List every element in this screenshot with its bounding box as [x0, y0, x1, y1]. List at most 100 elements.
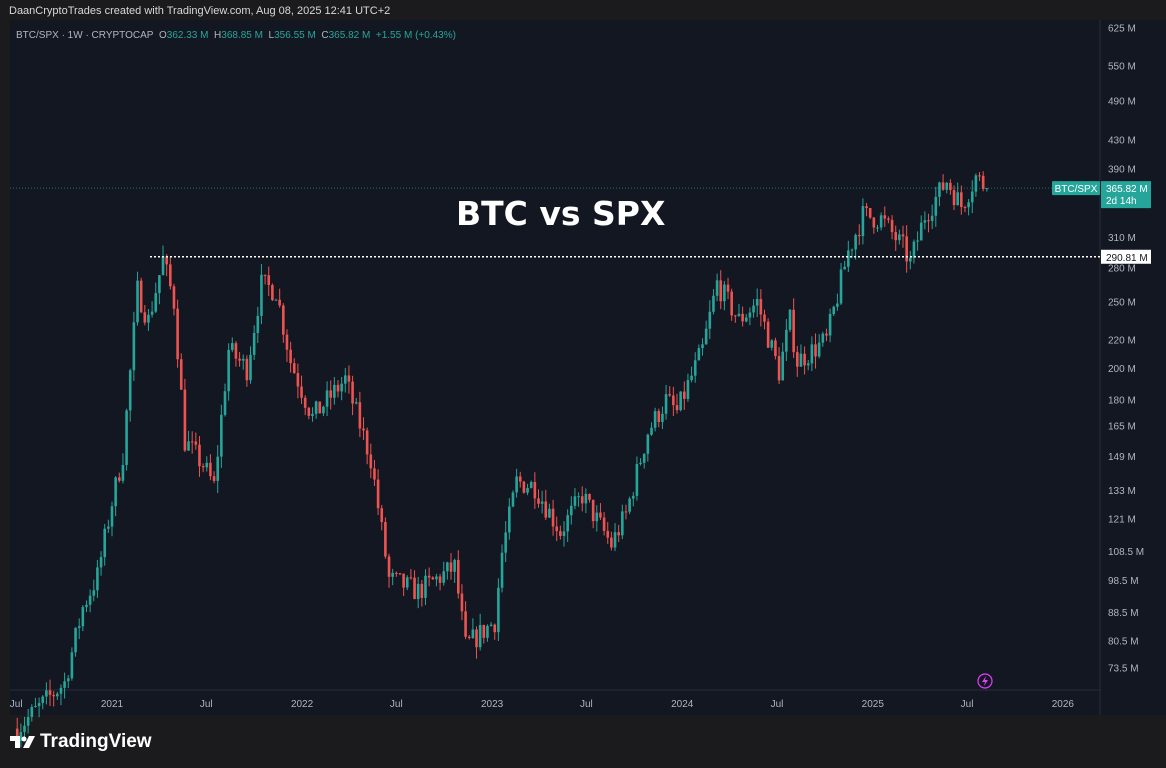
candle-body — [737, 313, 741, 316]
bar-countdown: 2d 14h — [1106, 196, 1137, 207]
candle-body — [37, 703, 41, 707]
price-axis[interactable] — [1100, 20, 1166, 715]
time-tick-label: 2026 — [1052, 699, 1075, 710]
candle-body — [212, 476, 216, 481]
candle-body — [318, 401, 322, 414]
candle-body — [358, 402, 362, 429]
candle-body — [719, 280, 723, 302]
time-tick-label: Jul — [390, 699, 403, 710]
price-tick-label: 73.5 M — [1108, 663, 1139, 674]
candle-body — [522, 481, 526, 493]
candle-body — [562, 531, 566, 536]
candle-body — [847, 250, 850, 267]
candle-body — [806, 363, 810, 366]
candle-body — [201, 466, 205, 468]
candle-body — [198, 444, 201, 467]
candle-body — [245, 358, 249, 381]
candle-body — [227, 349, 230, 392]
candle-body — [435, 576, 438, 580]
candle-body — [172, 286, 176, 309]
time-tick-label: Jul — [10, 699, 23, 710]
candle-body — [271, 284, 274, 301]
time-tick-label: Jul — [771, 699, 784, 710]
price-tick-label: 88.5 M — [1108, 608, 1139, 619]
candle-body — [686, 380, 690, 399]
candle-body — [48, 690, 52, 695]
candle-body — [540, 501, 544, 504]
candle-body — [682, 391, 686, 399]
candle-body — [693, 360, 697, 376]
time-tick-label: 2023 — [481, 699, 504, 710]
level-price-label: 290.81 M — [1106, 253, 1148, 264]
candle-body — [365, 430, 369, 455]
candle-body — [384, 522, 387, 557]
candle-body — [282, 305, 285, 335]
price-tick-label: 98.5 M — [1108, 576, 1139, 587]
price-tick-label: 250 M — [1108, 297, 1136, 308]
candle-body — [923, 220, 927, 223]
candle-body — [799, 353, 803, 367]
candle-body — [839, 269, 843, 304]
candle-body — [19, 732, 23, 741]
candle-body — [726, 284, 730, 292]
candle-body — [817, 342, 821, 357]
candle-body — [559, 531, 562, 536]
candle-body — [985, 188, 989, 190]
candle-body — [438, 576, 442, 583]
candle-body — [194, 441, 198, 445]
symbol-tag-label: BTC/SPX — [1055, 184, 1098, 195]
candle-body — [919, 222, 923, 241]
candle-body — [442, 571, 446, 583]
low-label: L — [268, 30, 275, 41]
time-axis[interactable] — [10, 690, 1100, 715]
candle-body — [591, 499, 595, 522]
candle-body — [916, 240, 919, 242]
candle-body — [650, 427, 653, 435]
candle-body — [343, 375, 347, 384]
candle-body — [252, 333, 256, 355]
price-tick-label: 310 M — [1108, 233, 1136, 244]
candle-body — [329, 390, 333, 398]
candle-body — [169, 264, 172, 287]
high-label: H — [214, 30, 222, 41]
candle-body — [81, 607, 85, 627]
candle-body — [970, 191, 974, 203]
candle-body — [795, 352, 799, 367]
tradingview-logo[interactable]: TradingView — [10, 731, 152, 753]
candle-body — [223, 391, 227, 415]
candle-body — [712, 295, 715, 312]
candle-body — [493, 624, 497, 633]
plot-area[interactable] — [10, 20, 1100, 690]
candle-body — [613, 532, 617, 548]
candle-body — [945, 182, 949, 190]
candle-body — [697, 348, 701, 361]
candle-body — [828, 314, 832, 336]
candle-body — [653, 411, 657, 428]
candle-body — [183, 389, 187, 451]
candle-body — [66, 678, 70, 682]
candle-body — [515, 476, 518, 493]
candle-body — [460, 593, 464, 612]
price-tick-label: 108.5 M — [1108, 547, 1144, 558]
candle-body — [139, 280, 143, 313]
candle-body — [898, 234, 901, 241]
candle-body — [34, 706, 37, 708]
candle-body — [405, 577, 409, 588]
candle-body — [755, 299, 759, 306]
candle-body — [41, 696, 45, 704]
candle-body — [748, 312, 752, 318]
candle-body — [267, 275, 271, 285]
candle-body — [464, 611, 467, 637]
candle-body — [205, 462, 209, 468]
candle-body — [241, 358, 245, 361]
candle-body — [314, 401, 318, 414]
candle-body — [843, 266, 846, 270]
candle-body — [508, 506, 511, 533]
candle-body — [96, 567, 99, 591]
candle-body — [220, 414, 223, 457]
candle-body — [704, 328, 708, 345]
lightning-icon[interactable] — [977, 673, 993, 689]
symbol-info[interactable]: BTC/SPX · 1W · CRYPTOCAP — [16, 30, 154, 41]
candle-body — [657, 411, 661, 422]
